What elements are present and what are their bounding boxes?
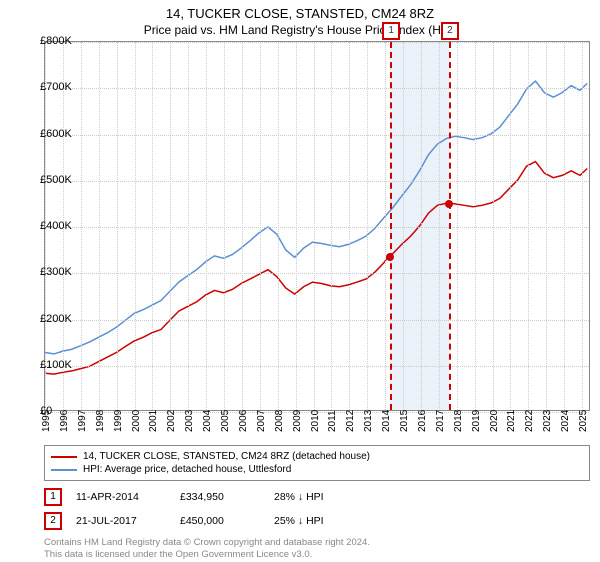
legend-swatch xyxy=(51,456,77,458)
transaction-number-box: 2 xyxy=(44,512,62,530)
xtick-label: 2006 xyxy=(238,410,249,432)
xtick-label: 2020 xyxy=(489,410,500,432)
transaction-date: 11-APR-2014 xyxy=(76,491,166,503)
transactions-table: 1 11-APR-2014 £334,950 28% ↓ HPI 2 21-JUL-201… xyxy=(44,485,590,533)
xtick-label: 2007 xyxy=(256,410,267,432)
transaction-delta: 28% ↓ HPI xyxy=(274,491,364,503)
transaction-delta: 25% ↓ HPI xyxy=(274,515,364,527)
transaction-dot xyxy=(445,200,453,208)
xtick-label: 2003 xyxy=(184,410,195,432)
transaction-price: £334,950 xyxy=(180,491,260,503)
footer-line-1: Contains HM Land Registry data © Crown c… xyxy=(44,537,590,549)
xtick-label: 2010 xyxy=(310,410,321,432)
xtick-label: 2000 xyxy=(131,410,142,432)
legend-row: HPI: Average price, detached house, Uttl… xyxy=(51,463,583,476)
xtick-label: 2014 xyxy=(381,410,392,432)
marker-number-box: 1 xyxy=(382,22,400,40)
marker-number-box: 2 xyxy=(441,22,459,40)
legend-label: HPI: Average price, detached house, Uttl… xyxy=(83,464,291,475)
xtick-label: 2016 xyxy=(417,410,428,432)
xtick-label: 2001 xyxy=(148,410,159,432)
xtick-label: 1996 xyxy=(59,410,70,432)
chart-container: 14, TUCKER CLOSE, STANSTED, CM24 8RZ Pri… xyxy=(0,0,600,560)
xtick-label: 2009 xyxy=(292,410,303,432)
series-line xyxy=(45,162,587,375)
legend-row: 14, TUCKER CLOSE, STANSTED, CM24 8RZ (de… xyxy=(51,450,583,463)
legend-swatch xyxy=(51,469,77,471)
xtick-label: 2013 xyxy=(363,410,374,432)
transaction-row: 2 21-JUL-2017 £450,000 25% ↓ HPI xyxy=(44,509,590,533)
line-series-svg xyxy=(45,42,589,410)
xtick-label: 2012 xyxy=(345,410,356,432)
xtick-label: 2025 xyxy=(578,410,589,432)
transaction-row: 1 11-APR-2014 £334,950 28% ↓ HPI xyxy=(44,485,590,509)
chart-subtitle: Price paid vs. HM Land Registry's House … xyxy=(0,21,600,41)
transaction-number-box: 1 xyxy=(44,488,62,506)
transaction-dot xyxy=(386,253,394,261)
xtick-label: 1997 xyxy=(77,410,88,432)
xtick-label: 2022 xyxy=(524,410,535,432)
legend-label: 14, TUCKER CLOSE, STANSTED, CM24 8RZ (de… xyxy=(83,451,370,462)
xtick-label: 2011 xyxy=(327,410,338,432)
transaction-date: 21-JUL-2017 xyxy=(76,515,166,527)
transaction-price: £450,000 xyxy=(180,515,260,527)
chart-area: 1995199619971998199920002001200220032004… xyxy=(44,41,590,411)
xtick-label: 2018 xyxy=(453,410,464,432)
xtick-label: 2019 xyxy=(471,410,482,432)
xtick-label: 2015 xyxy=(399,410,410,432)
xtick-label: 2005 xyxy=(220,410,231,432)
xtick-label: 2023 xyxy=(542,410,553,432)
xtick-label: 2024 xyxy=(560,410,571,432)
xtick-label: 1998 xyxy=(95,410,106,432)
legend-box: 14, TUCKER CLOSE, STANSTED, CM24 8RZ (de… xyxy=(44,445,590,481)
xtick-label: 2004 xyxy=(202,410,213,432)
xtick-label: 2008 xyxy=(274,410,285,432)
footer-attribution: Contains HM Land Registry data © Crown c… xyxy=(44,537,590,562)
xtick-label: 2021 xyxy=(506,410,517,432)
chart-title: 14, TUCKER CLOSE, STANSTED, CM24 8RZ xyxy=(0,0,600,21)
series-line xyxy=(45,81,587,354)
xtick-label: 2002 xyxy=(166,410,177,432)
xtick-label: 2017 xyxy=(435,410,446,432)
xtick-label: 1999 xyxy=(113,410,124,432)
plot-region: 1995199619971998199920002001200220032004… xyxy=(44,41,590,411)
